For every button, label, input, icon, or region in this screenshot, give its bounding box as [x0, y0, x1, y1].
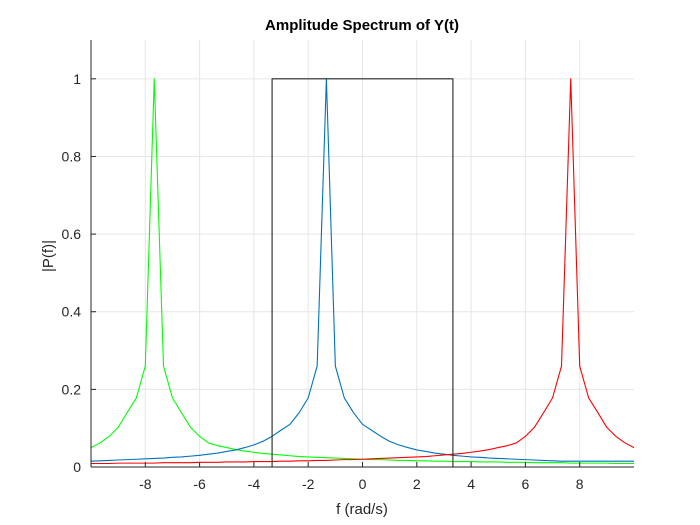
x-tick-label: -4 [248, 476, 261, 492]
x-tick-label: -2 [302, 476, 315, 492]
y-tick-label: 0.8 [62, 148, 82, 164]
axes [90, 40, 634, 468]
x-axis-label: f (rad/s) [336, 501, 388, 518]
x-tick-label: 2 [413, 476, 421, 492]
series-line-3 [91, 78, 635, 465]
y-tick-label: 0 [73, 459, 81, 475]
x-tick-label: 0 [359, 476, 367, 492]
chart-title: Amplitude Spectrum of Y(t) [265, 17, 459, 34]
x-tick-label: 8 [576, 476, 584, 492]
grid-lines [91, 40, 634, 468]
y-tick-label: 1 [73, 71, 81, 87]
y-tick-label: 0.6 [62, 226, 82, 242]
x-tick-label: -6 [193, 476, 206, 492]
y-axis-label: |P(f)| [40, 240, 57, 272]
y-tick-label: 0.4 [62, 304, 82, 320]
x-tick-labels: -8 -6 -4 -2 0 2 4 6 8 [139, 476, 584, 492]
x-tick-label: -8 [139, 476, 152, 492]
x-tick-label: 4 [467, 476, 475, 492]
y-tick-label: 0.2 [62, 381, 82, 397]
series-line-2 [90, 78, 634, 462]
y-tick-labels: 0 0.2 0.4 0.6 0.8 1 [62, 71, 82, 475]
x-tick-label: 6 [522, 476, 530, 492]
